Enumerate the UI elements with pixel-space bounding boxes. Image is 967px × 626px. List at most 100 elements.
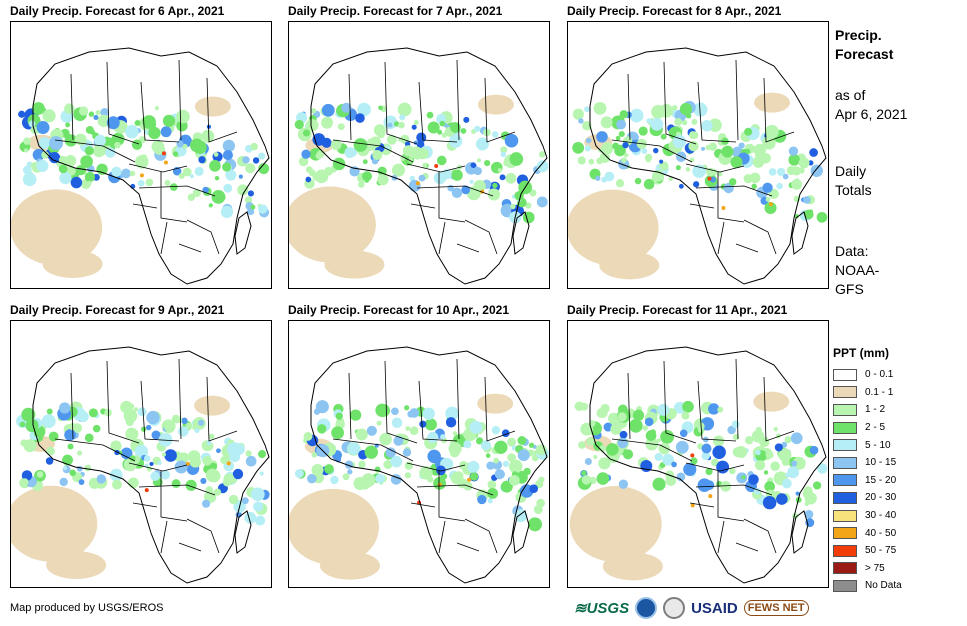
precip-cell	[145, 424, 152, 431]
precip-cell	[198, 419, 205, 426]
precip-cell	[728, 178, 737, 186]
precip-cell	[41, 414, 56, 429]
precip-cell	[469, 420, 483, 434]
precip-cell	[618, 479, 629, 489]
precip-cell	[176, 417, 183, 423]
precip-cell	[387, 122, 393, 128]
precip-cell	[222, 150, 233, 161]
precip-cell	[804, 501, 809, 507]
legend-item: 0.1 - 1	[833, 384, 948, 402]
precip-cell	[484, 160, 491, 167]
precip-cell	[808, 160, 814, 166]
madagascar-outline	[512, 510, 530, 554]
precip-cell	[42, 141, 50, 148]
precip-cell	[244, 196, 253, 204]
legend-label: 10 - 15	[865, 457, 897, 469]
precip-cell	[142, 115, 156, 129]
precip-cell	[681, 119, 688, 126]
precip-cell	[220, 456, 229, 465]
precip-cell	[321, 103, 335, 117]
precip-cell	[672, 134, 687, 149]
precip-map	[10, 21, 272, 289]
africa-coastline	[589, 47, 827, 285]
heading-line: Forecast	[835, 46, 894, 62]
precip-cell	[252, 157, 260, 164]
precip-cell	[162, 114, 176, 127]
forecast-panel-apr-7: Daily Precip. Forecast for 7 Apr., 2021	[288, 4, 550, 289]
precip-cell	[525, 202, 532, 209]
precip-cell	[409, 175, 415, 182]
precip-cell	[439, 120, 446, 127]
precip-cell	[765, 197, 771, 202]
data-source: Data: NOAA- GFS	[835, 242, 879, 299]
precip-cell	[809, 445, 819, 455]
precip-cell	[593, 101, 607, 115]
precip-cell	[450, 471, 464, 485]
precip-cell	[738, 142, 745, 149]
precip-cell	[781, 478, 792, 489]
precip-cell	[364, 445, 379, 459]
precip-cell	[335, 412, 343, 420]
precip-cell	[23, 439, 37, 453]
precip-cell	[708, 142, 718, 151]
precip-cell	[787, 466, 800, 479]
precip-cell	[48, 431, 59, 442]
precip-cell	[657, 403, 670, 416]
precip-cell	[247, 190, 254, 197]
precip-cell	[357, 102, 371, 117]
precip-cell	[228, 494, 239, 505]
precip-cell	[427, 121, 440, 134]
precip-cell	[237, 184, 249, 196]
precip-cell	[693, 181, 700, 188]
heavy-precip-cell	[467, 477, 472, 482]
legend-label: 50 - 75	[865, 545, 897, 557]
precip-cell	[226, 442, 241, 457]
precip-cell	[792, 456, 806, 470]
legend-swatch	[833, 456, 857, 469]
precip-cell	[225, 169, 237, 181]
precip-cell	[194, 427, 200, 433]
precip-cell	[232, 468, 244, 480]
data-source-line: NOAA-	[835, 262, 880, 278]
precip-cell	[134, 120, 141, 127]
precip-cell	[18, 110, 26, 118]
dry-area	[602, 552, 663, 581]
precip-cell	[617, 412, 627, 422]
precip-cell	[77, 450, 83, 456]
precip-cell	[46, 408, 53, 415]
precip-cell	[22, 172, 37, 187]
precip-cell	[427, 431, 439, 443]
precip-cell	[20, 478, 29, 486]
precip-cell	[205, 486, 213, 494]
precip-cell	[69, 469, 77, 477]
precip-cell	[46, 446, 55, 456]
precip-cell	[97, 114, 110, 127]
precip-cell	[798, 157, 810, 169]
country-borders	[611, 358, 795, 554]
precip-cell	[390, 455, 403, 468]
daily-totals-note: Daily Totals	[835, 162, 872, 200]
legend-swatch	[833, 403, 857, 416]
precip-cell	[258, 204, 268, 214]
precip-cell	[577, 156, 586, 165]
precip-map	[567, 320, 829, 588]
precip-cell	[528, 517, 542, 532]
precip-cell	[762, 182, 773, 193]
precip-cell	[376, 420, 382, 426]
dry-area	[319, 551, 380, 580]
precip-cell	[510, 203, 516, 210]
precip-cell	[729, 467, 736, 475]
precip-cell	[104, 147, 116, 158]
precip-cell	[605, 443, 619, 456]
heavy-precip-cell	[708, 494, 713, 499]
precip-cell	[95, 110, 101, 116]
precip-cell	[804, 509, 814, 519]
precip-cell	[522, 211, 535, 224]
precip-cell	[88, 408, 98, 418]
precip-cell	[330, 139, 342, 151]
precip-cell	[596, 131, 608, 143]
precip-cell	[222, 162, 232, 172]
madagascar-outline	[234, 211, 252, 255]
precip-cell	[474, 125, 481, 133]
legend-item: 1 - 2	[833, 401, 948, 419]
